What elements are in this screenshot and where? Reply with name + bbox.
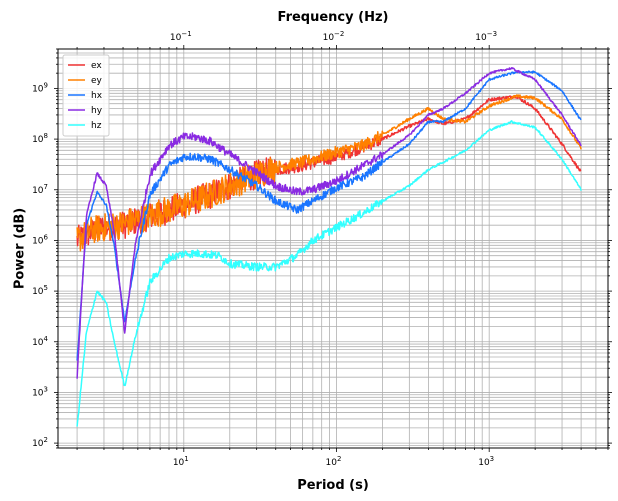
- y-tick-label: 109: [32, 81, 48, 94]
- legend-label-hy: hy: [91, 106, 103, 116]
- tick-labels: 101 102 103 10−1 10−2 10−3 102 103 104 105 106 107 1…: [32, 30, 497, 468]
- x-tick-label: 101: [173, 455, 189, 468]
- x-tick-label: 103: [478, 455, 494, 468]
- x2-tick-label: 10−3: [475, 30, 497, 43]
- legend-label-ex: ex: [91, 61, 102, 71]
- series-line-hz: [76, 120, 582, 427]
- y-tick-label: 102: [32, 436, 48, 449]
- legend-label-hz: hz: [91, 121, 102, 131]
- y-axis-title: Power (dB): [13, 208, 28, 289]
- y-tick-label: 106: [32, 233, 48, 246]
- x2-tick-label: 10−1: [170, 30, 192, 43]
- x-axis-title: Period (s): [297, 478, 369, 493]
- axis-ticks: [54, 45, 612, 452]
- series-line-hx: [76, 70, 582, 361]
- y-tick-label: 104: [32, 335, 48, 348]
- y-tick-label: 105: [32, 284, 48, 297]
- x-tick-label: 102: [326, 455, 342, 468]
- legend-box: [62, 54, 110, 137]
- series-lines: [76, 67, 582, 427]
- legend-label-hx: hx: [91, 91, 103, 101]
- series-line-hy: [76, 67, 582, 379]
- y-tick-label: 103: [32, 385, 48, 398]
- legend: ex ey hx hy hz: [62, 54, 110, 137]
- x2-tick-label: 10−2: [323, 30, 345, 43]
- series-line-ey: [76, 94, 582, 252]
- top-axis-title: Frequency (Hz): [278, 10, 389, 25]
- series-line-ex: [76, 94, 582, 249]
- grid-lines: [58, 48, 609, 449]
- y-tick-label: 108: [32, 132, 48, 145]
- y-tick-label: 107: [32, 183, 48, 196]
- legend-label-ey: ey: [91, 76, 103, 86]
